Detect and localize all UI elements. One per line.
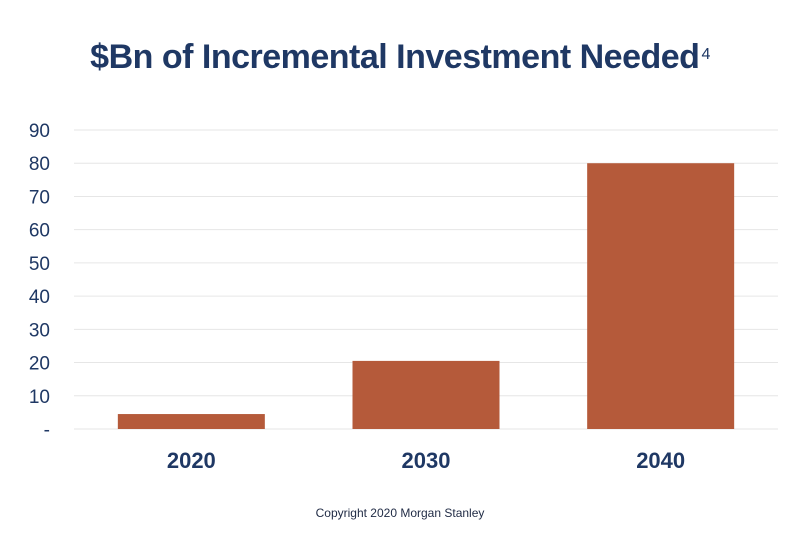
copyright-footer: Copyright 2020 Morgan Stanley — [315, 506, 485, 520]
x-tick-label: 2020 — [167, 448, 216, 473]
chart-title-text: $Bn of Incremental Investment Needed — [90, 38, 700, 76]
y-tick-label: 80 — [29, 154, 50, 175]
footnote-marker: 4 — [701, 46, 710, 63]
y-tick-label: 60 — [29, 221, 50, 242]
y-tick-label: 20 — [29, 354, 50, 375]
y-tick-label: - — [44, 420, 50, 441]
y-tick-label: 30 — [29, 320, 50, 341]
y-axis-ticks: - 10 20 30 40 50 60 70 80 90 — [29, 121, 50, 441]
y-tick-label: 10 — [29, 387, 50, 408]
bar-2020 — [117, 414, 265, 429]
y-tick-label: 40 — [29, 287, 50, 308]
x-axis-ticks: 2020 2030 2040 — [167, 448, 685, 473]
bars — [117, 163, 735, 429]
y-tick-label: 70 — [29, 187, 50, 208]
bar-2040 — [587, 163, 735, 429]
x-tick-label: 2030 — [402, 448, 451, 473]
chart-title: $Bn of Incremental Investment Needed 4 — [0, 38, 800, 77]
bar-2030 — [352, 360, 500, 429]
x-tick-label: 2040 — [636, 448, 685, 473]
y-tick-label: 50 — [29, 254, 50, 275]
y-tick-label: 90 — [29, 121, 50, 142]
